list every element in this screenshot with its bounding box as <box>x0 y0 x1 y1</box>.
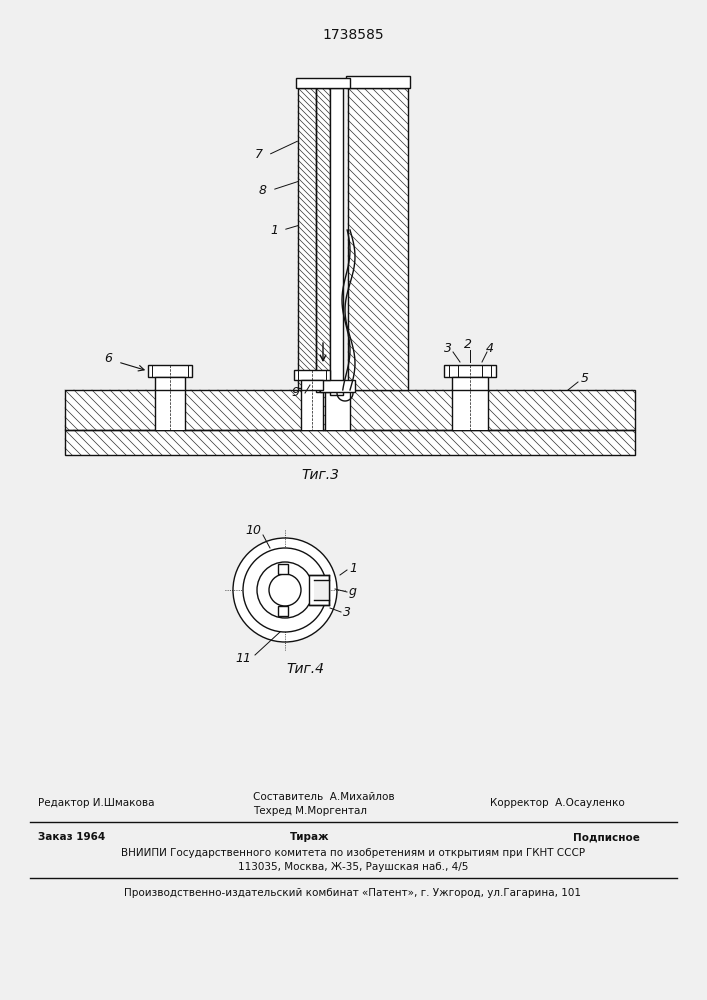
Text: Заказ 1964: Заказ 1964 <box>38 832 105 842</box>
Text: ВНИИПИ Государственного комитета по изобретениям и открытиям при ГКНТ СССР: ВНИИПИ Государственного комитета по изоб… <box>121 848 585 858</box>
Text: g: g <box>349 585 357 598</box>
Bar <box>348 88 408 390</box>
Text: Техред М.Моргентал: Техред М.Моргентал <box>253 806 367 816</box>
Text: 11: 11 <box>235 652 251 664</box>
Circle shape <box>233 538 337 642</box>
Text: 5: 5 <box>581 371 589 384</box>
Bar <box>298 88 316 388</box>
Text: Тираж: Тираж <box>291 832 329 842</box>
Bar <box>301 390 323 430</box>
Bar <box>320 380 355 392</box>
Bar <box>325 390 350 430</box>
Text: 1738585: 1738585 <box>322 28 384 42</box>
Text: 10: 10 <box>245 524 261 536</box>
Bar <box>65 430 635 455</box>
Bar <box>155 377 185 390</box>
Text: 4: 4 <box>486 342 494 355</box>
Bar <box>301 380 323 390</box>
Bar <box>298 88 316 388</box>
Bar <box>346 76 410 88</box>
Bar <box>348 88 408 390</box>
Text: Τиг.4: Τиг.4 <box>286 662 324 676</box>
Text: 2: 2 <box>464 338 472 352</box>
Text: Редактор И.Шмакова: Редактор И.Шмакова <box>38 798 155 808</box>
Text: Корректор  А.Осауленко: Корректор А.Осауленко <box>490 798 625 808</box>
Text: Составитель  А.Михайлов: Составитель А.Михайлов <box>253 792 395 802</box>
Bar <box>296 78 350 88</box>
Bar <box>65 390 635 430</box>
Circle shape <box>269 574 301 606</box>
Text: 9: 9 <box>291 386 299 399</box>
Bar <box>444 365 496 377</box>
Bar <box>155 390 185 430</box>
Text: 1: 1 <box>270 224 278 236</box>
Bar <box>314 580 329 600</box>
Text: 113035, Москва, Ж-35, Раушская наб., 4/5: 113035, Москва, Ж-35, Раушская наб., 4/5 <box>238 862 468 872</box>
Text: 6: 6 <box>104 352 112 364</box>
Text: a: a <box>305 332 313 344</box>
Text: 1: 1 <box>349 562 357 574</box>
Text: Подписное: Подписное <box>573 832 640 842</box>
Bar <box>320 380 355 390</box>
Bar <box>309 575 329 605</box>
Bar <box>148 365 192 377</box>
Bar <box>278 564 288 574</box>
Circle shape <box>257 562 313 618</box>
Bar <box>316 88 330 392</box>
Text: 3: 3 <box>444 342 452 355</box>
Bar <box>294 370 330 380</box>
Text: 3: 3 <box>343 605 351 618</box>
Bar <box>452 377 488 390</box>
Text: 7: 7 <box>255 148 263 161</box>
Text: Производственно-издательский комбинат «Патент», г. Ужгород, ул.Гагарина, 101: Производственно-издательский комбинат «П… <box>124 888 581 898</box>
Text: Τиг.3: Τиг.3 <box>301 468 339 482</box>
Bar <box>330 88 343 395</box>
Bar <box>452 390 488 430</box>
Text: 8: 8 <box>259 184 267 196</box>
Bar <box>65 390 635 430</box>
Bar <box>65 430 635 455</box>
Circle shape <box>243 548 327 632</box>
Bar <box>316 88 330 392</box>
Bar <box>278 606 288 616</box>
